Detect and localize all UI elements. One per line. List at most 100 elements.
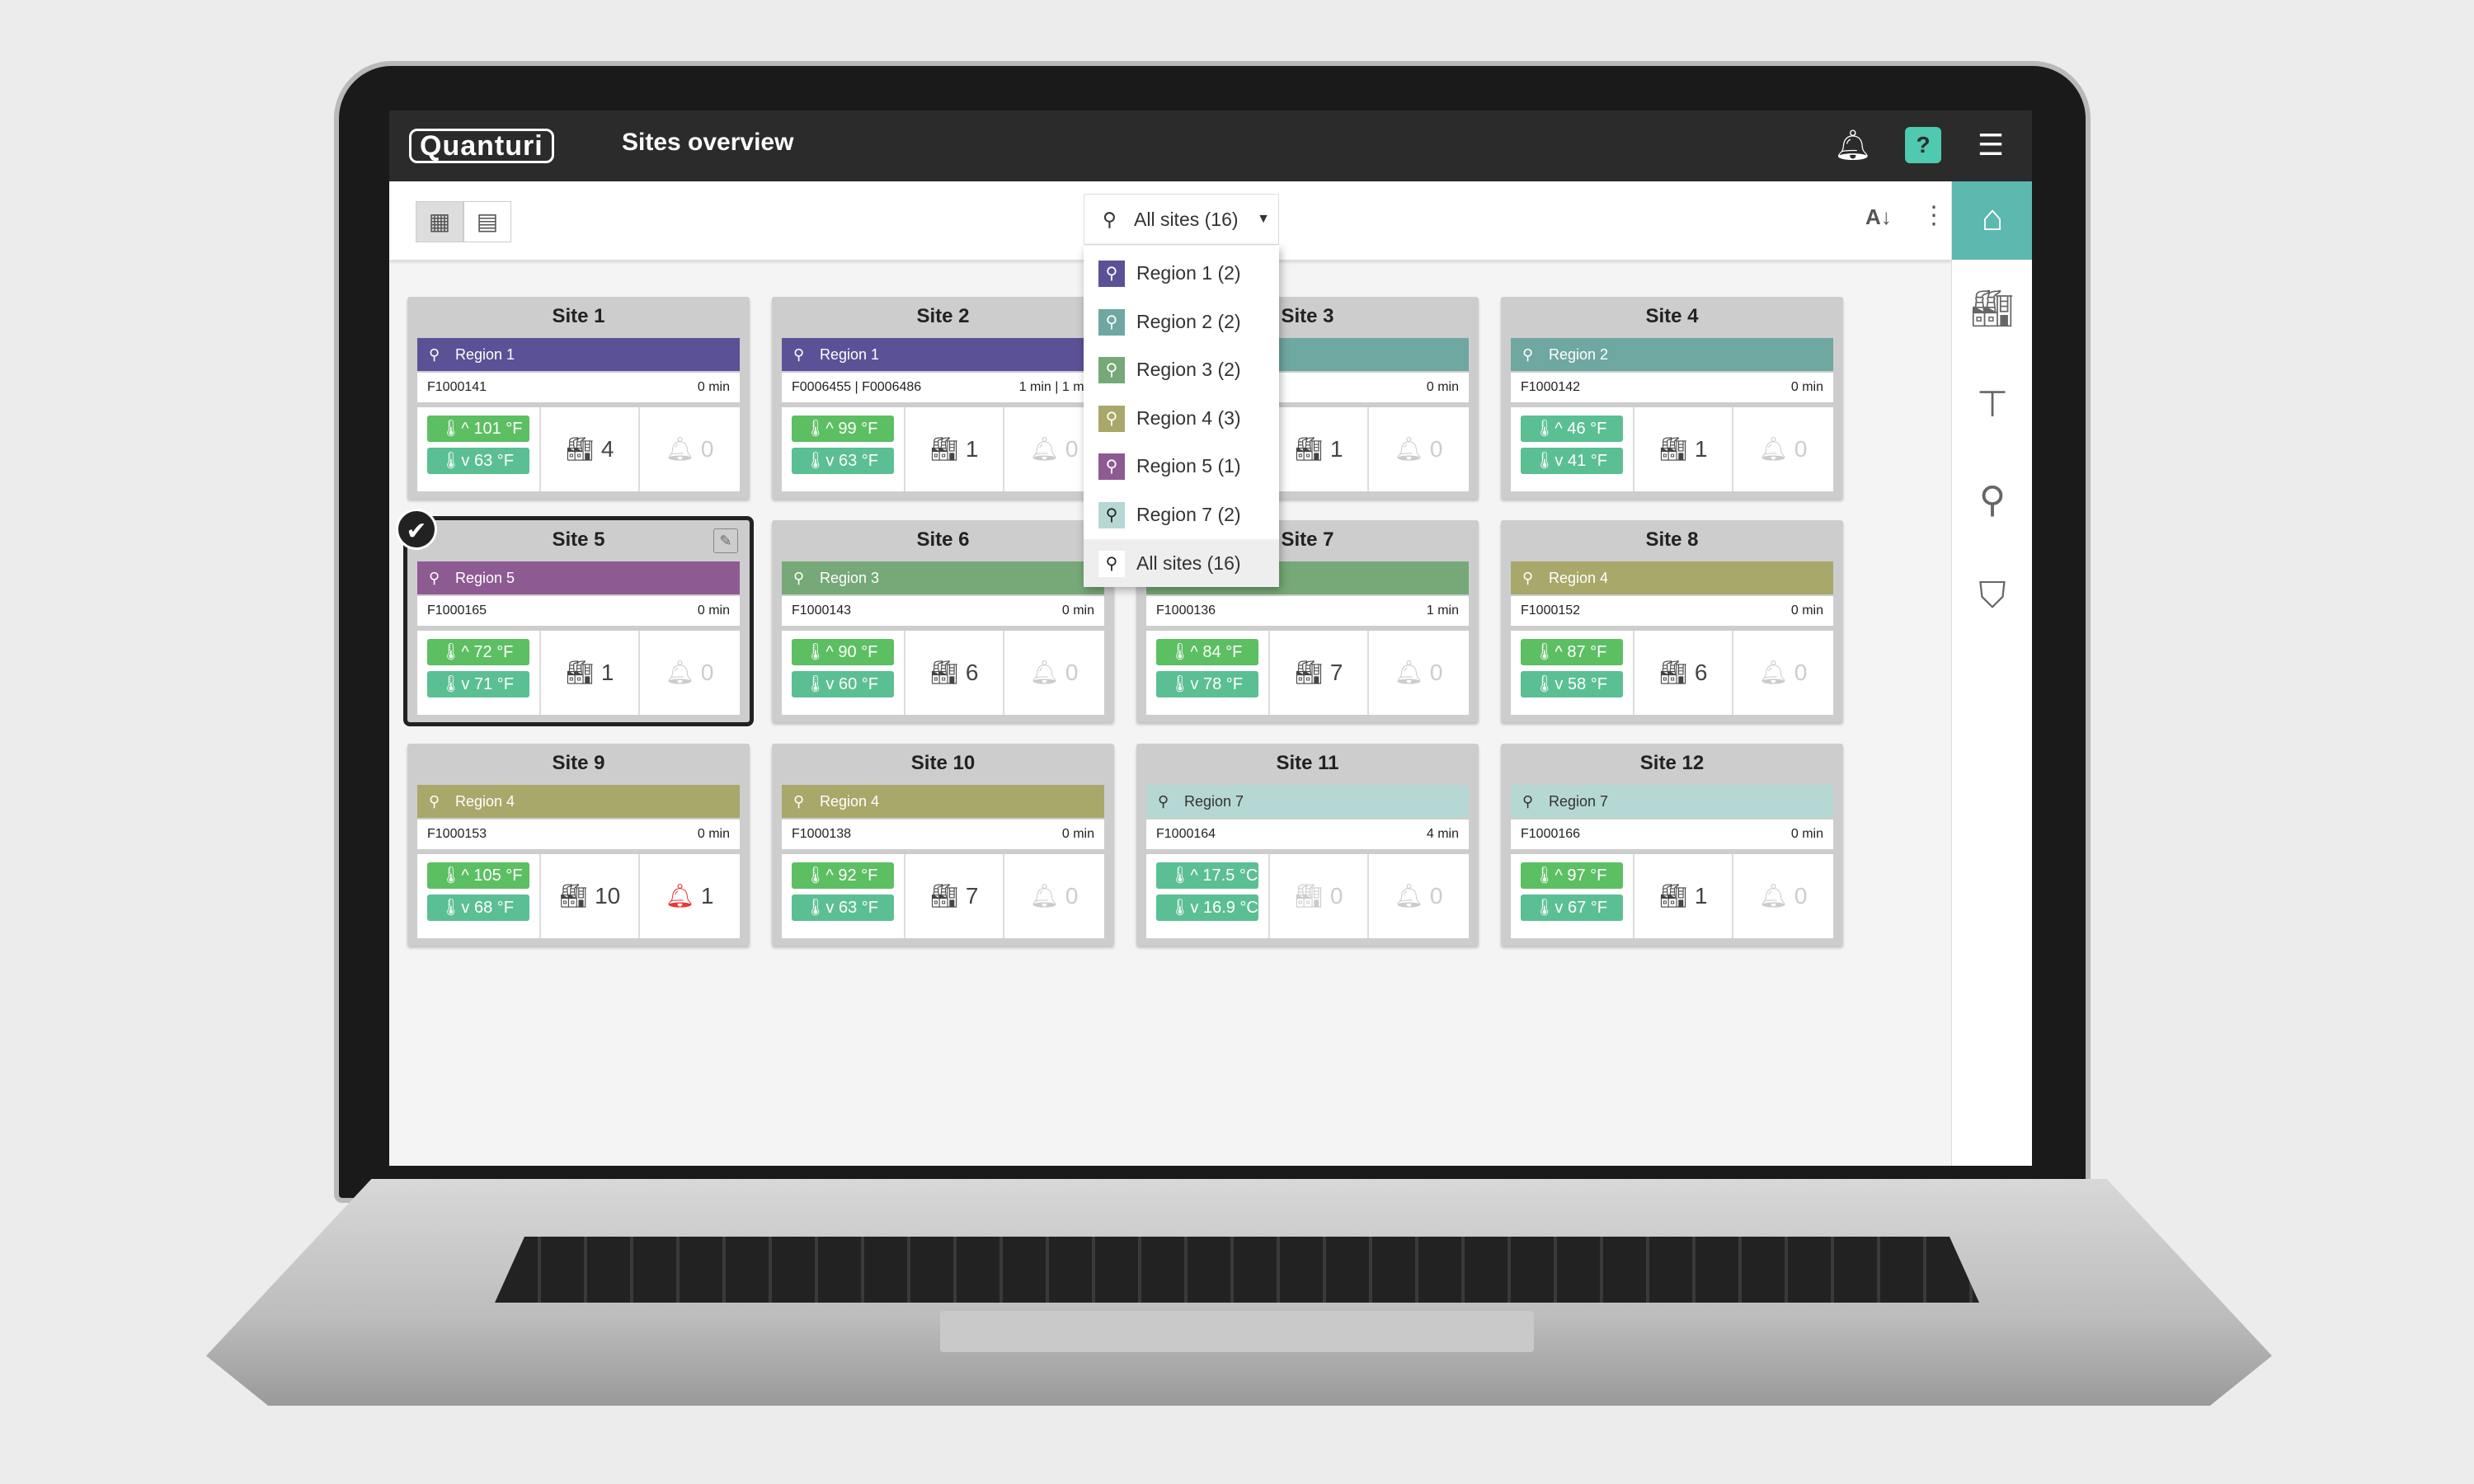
alarm-count[interactable]: 🔔︎ 0	[1733, 631, 1832, 715]
building-count[interactable]: 🏭︎ 1	[1634, 407, 1733, 491]
alarm-value: 0	[1429, 436, 1443, 462]
sort-az-icon[interactable]: A↓	[1865, 204, 1892, 229]
region-label: Region 4	[1549, 570, 1609, 586]
warehouse-icon: 🏭︎	[1294, 436, 1330, 462]
site-card[interactable]: Site 8 ⚲ Region 4 F1000152 0 min 🌡︎^ 87 °F 🌡︎v…	[1501, 520, 1843, 722]
building-count[interactable]: 🏭︎ 1	[541, 631, 640, 715]
temperatures: 🌡︎^ 101 °F 🌡︎v 63 °F	[417, 407, 541, 491]
alarm-count[interactable]: 🔔︎ 0	[1369, 407, 1468, 491]
site-card[interactable]: Site 2 ⚲ Region 1 F0006455 | F0006486 1 min …	[772, 297, 1114, 499]
site-card[interactable]: Site 10 ⚲ Region 4 F1000138 0 min 🌡︎^ 92 °F 🌡︎…	[772, 744, 1114, 946]
device-row: F1000138 0 min	[782, 819, 1104, 849]
bell-icon: 🔔︎	[1758, 660, 1794, 685]
device-id: F1000143	[792, 603, 852, 618]
alarm-value: 0	[1794, 883, 1808, 909]
region-bar: ⚲ Region 7	[1511, 785, 1833, 818]
location-pin-icon: ⚲	[793, 570, 805, 586]
device-row: F1000165 0 min	[417, 596, 740, 626]
building-count[interactable]: 🏭︎ 1	[905, 407, 1004, 491]
alarm-count[interactable]: 🔔︎ 0	[640, 631, 739, 715]
device-id: F1000141	[427, 380, 487, 394]
dropdown-item[interactable]: ⚲ All sites (16)	[1084, 538, 1279, 588]
dropdown-item[interactable]: ⚲ Region 5 (1)	[1084, 442, 1279, 491]
location-pin-icon: ⚲	[1098, 550, 1125, 577]
alarm-count[interactable]: 🔔︎ 0	[640, 407, 739, 491]
alarm-count[interactable]: 🔔︎ 0	[1004, 854, 1103, 938]
building-value: 1	[1694, 436, 1708, 462]
bell-icon: 🔔︎	[1394, 660, 1430, 685]
site-card[interactable]: Site 1 ⚲ Region 1 F1000141 0 min 🌡︎^ 101 °F 🌡︎…	[407, 297, 750, 499]
region-label: Region 5	[455, 570, 515, 586]
temp-high: 🌡︎^ 87 °F	[1521, 639, 1623, 665]
alarm-count[interactable]: 🔔︎ 0	[1004, 631, 1103, 715]
alarm-count[interactable]: 🔔︎ 0	[1369, 854, 1468, 938]
bell-icon: 🔔︎	[1029, 436, 1065, 462]
alarm-count[interactable]: 🔔︎ 0	[1733, 854, 1832, 938]
building-count[interactable]: 🏭︎ 4	[541, 407, 640, 491]
edit-icon[interactable]: ✎	[713, 528, 738, 553]
building-count[interactable]: 🏭︎ 7	[1270, 631, 1369, 715]
site-card[interactable]: Site 4 ⚲ Region 2 F1000142 0 min 🌡︎^ 46 °F 🌡︎v…	[1501, 297, 1843, 499]
bell-icon: 🔔︎	[1394, 436, 1430, 462]
location-pin-icon: ⚲	[1098, 405, 1125, 432]
building-value: 1	[600, 660, 614, 685]
alarm-count[interactable]: 🔔︎ 0	[1004, 407, 1103, 491]
shield-user-icon[interactable]: ⛉	[1978, 575, 2006, 616]
alarm-value: 0	[1429, 883, 1443, 909]
site-name: Site 10	[910, 752, 976, 774]
grid-view-icon[interactable]: ▦	[416, 201, 463, 242]
region-filter-dropdown[interactable]: ⚲ All sites (16) ▼	[1084, 194, 1279, 245]
building-count[interactable]: 🏭︎ 1	[1634, 854, 1733, 938]
warehouse-icon: 🏭︎	[929, 660, 966, 685]
site-hierarchy-icon[interactable]: ⌂	[1952, 181, 2032, 260]
alarm-value: 0	[1065, 660, 1079, 685]
alarm-count[interactable]: 🔔︎ 0	[1369, 631, 1468, 715]
warehouse-icon: 🏭︎	[1294, 660, 1330, 685]
location-icon[interactable]: ⚲	[1978, 480, 2006, 520]
site-name: Site 2	[916, 305, 970, 327]
region-bar: ⚲ Region 2	[1511, 338, 1833, 371]
right-sidebar: ⌂ 🏭︎ ⊤ ⚲ ⛉	[1951, 181, 2032, 1166]
site-card[interactable]: Site 9 ⚲ Region 4 F1000153 0 min 🌡︎^ 105 °F 🌡︎…	[407, 744, 750, 946]
site-name: Site 5	[552, 528, 605, 551]
device-row: F1000153 0 min	[417, 819, 740, 849]
last-update: 0 min	[1790, 380, 1823, 394]
building-count[interactable]: 🏭︎ 6	[1634, 631, 1733, 715]
site-name: Site 4	[1645, 305, 1699, 327]
bell-icon: 🔔︎	[1758, 436, 1794, 462]
dropdown-item[interactable]: ⚲ Region 2 (2)	[1084, 298, 1279, 346]
alarm-count[interactable]: 🔔︎ 0	[1733, 407, 1832, 491]
dropdown-item[interactable]: ⚲ Region 4 (3)	[1084, 394, 1279, 443]
device-row: F1000136 1 min	[1146, 596, 1469, 626]
menu-icon[interactable]: ☰	[1977, 128, 2005, 162]
building-count[interactable]: 🏭︎ 7	[905, 854, 1004, 938]
temp-high: 🌡︎^ 97 °F	[1521, 862, 1623, 889]
dropdown-item[interactable]: ⚲ Region 1 (2)	[1084, 249, 1279, 298]
list-view-icon[interactable]: ▤	[463, 201, 511, 242]
building-count[interactable]: 🏭︎ 1	[1270, 407, 1369, 491]
dropdown-item[interactable]: ⚲ Region 7 (2)	[1084, 491, 1279, 539]
site-card[interactable]: Site 6 ⚲ Region 3 F1000143 0 min 🌡︎^ 90 °F 🌡︎v…	[772, 520, 1114, 722]
warehouse-icon: 🏭︎	[929, 436, 966, 462]
laptop-keyboard	[495, 1237, 1979, 1303]
quanturi-logo[interactable]: Quanturi	[409, 129, 554, 163]
site-name: Site 8	[1645, 528, 1699, 551]
site-card[interactable]: Site 11 ⚲ Region 7 F1000164 4 min 🌡︎^ 17.5 °C…	[1136, 744, 1479, 946]
alarm-count[interactable]: 🔔︎ 1	[640, 854, 739, 938]
bell-icon[interactable]: 🔔︎	[1834, 128, 1872, 162]
warehouse-icon[interactable]: 🏭︎	[1969, 289, 2015, 329]
building-count[interactable]: 🏭︎ 10	[541, 854, 640, 938]
building-count[interactable]: 🏭︎ 0	[1270, 854, 1369, 938]
dropdown-item[interactable]: ⚲ Region 3 (2)	[1084, 345, 1279, 394]
site-card[interactable]: Site 12 ⚲ Region 7 F1000166 0 min 🌡︎^ 97 °F 🌡︎…	[1501, 744, 1843, 946]
selected-check-icon: ✔	[396, 509, 437, 550]
site-card[interactable]: Site 5 ✔ ✎ ⚲ Region 5 F1000165 0 min 🌡︎^ 72 °F 🌡…	[396, 509, 754, 726]
probe-icon[interactable]: ⊤	[1976, 384, 2009, 425]
help-chat-icon[interactable]: ?	[1905, 127, 1941, 163]
device-row: F1000142 0 min	[1511, 373, 1833, 402]
device-id: F1000153	[427, 827, 487, 841]
dropdown-item-label: Region 5 (1)	[1136, 455, 1241, 477]
building-count[interactable]: 🏭︎ 6	[905, 631, 1004, 715]
more-vert-icon[interactable]: ⋮	[1921, 202, 1946, 229]
last-update: 1 min | 1 min	[1018, 380, 1094, 394]
